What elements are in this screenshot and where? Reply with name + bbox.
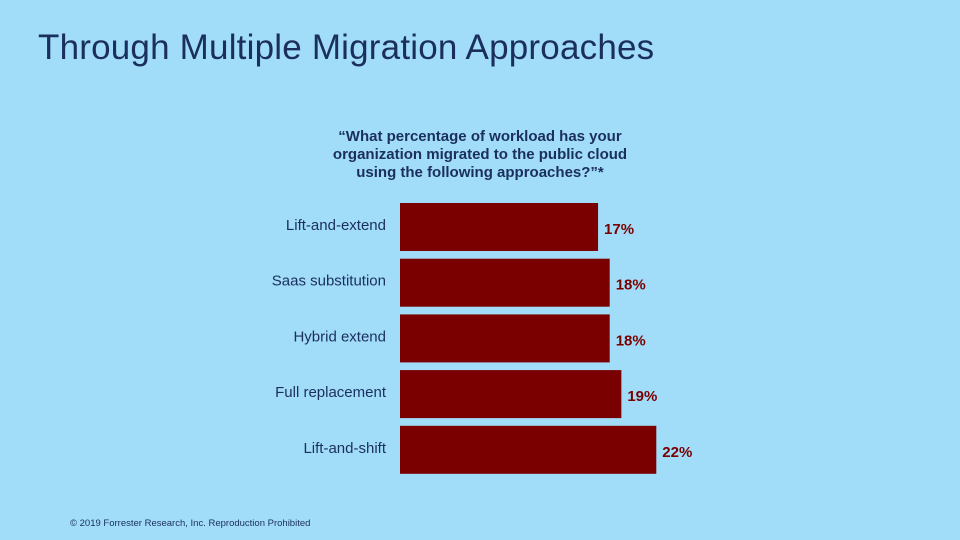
value-label: 17% bbox=[604, 221, 634, 238]
value-label: 22% bbox=[662, 444, 692, 461]
bar-full-replacement bbox=[400, 370, 622, 419]
bar-lift-and-extend bbox=[400, 203, 599, 251]
category-label: Lift-and-shift bbox=[303, 440, 386, 457]
copyright-footer: © 2019 Forrester Research, Inc. Reproduc… bbox=[70, 518, 311, 529]
slide-title: Through Multiple Migration Approaches bbox=[38, 28, 655, 67]
question-line-3: using the following approaches?”* bbox=[356, 164, 604, 181]
category-label: Lift-and-extend bbox=[286, 217, 386, 234]
chart-question: “What percentage of workload has your or… bbox=[300, 128, 660, 182]
value-label: 18% bbox=[616, 277, 646, 294]
category-label: Full replacement bbox=[275, 384, 387, 401]
category-label: Saas substitution bbox=[272, 273, 386, 290]
bar-hybrid-extend bbox=[400, 314, 610, 363]
bar-saas-substitution bbox=[400, 258, 610, 307]
value-label: 18% bbox=[616, 332, 646, 349]
category-label: Hybrid extend bbox=[293, 328, 386, 345]
question-line-2: organization migrated to the public clou… bbox=[332, 146, 628, 163]
question-line-1: “What percentage of workload has your bbox=[338, 128, 622, 145]
value-label: 19% bbox=[627, 388, 657, 405]
bar-lift-and-shift bbox=[400, 425, 657, 474]
